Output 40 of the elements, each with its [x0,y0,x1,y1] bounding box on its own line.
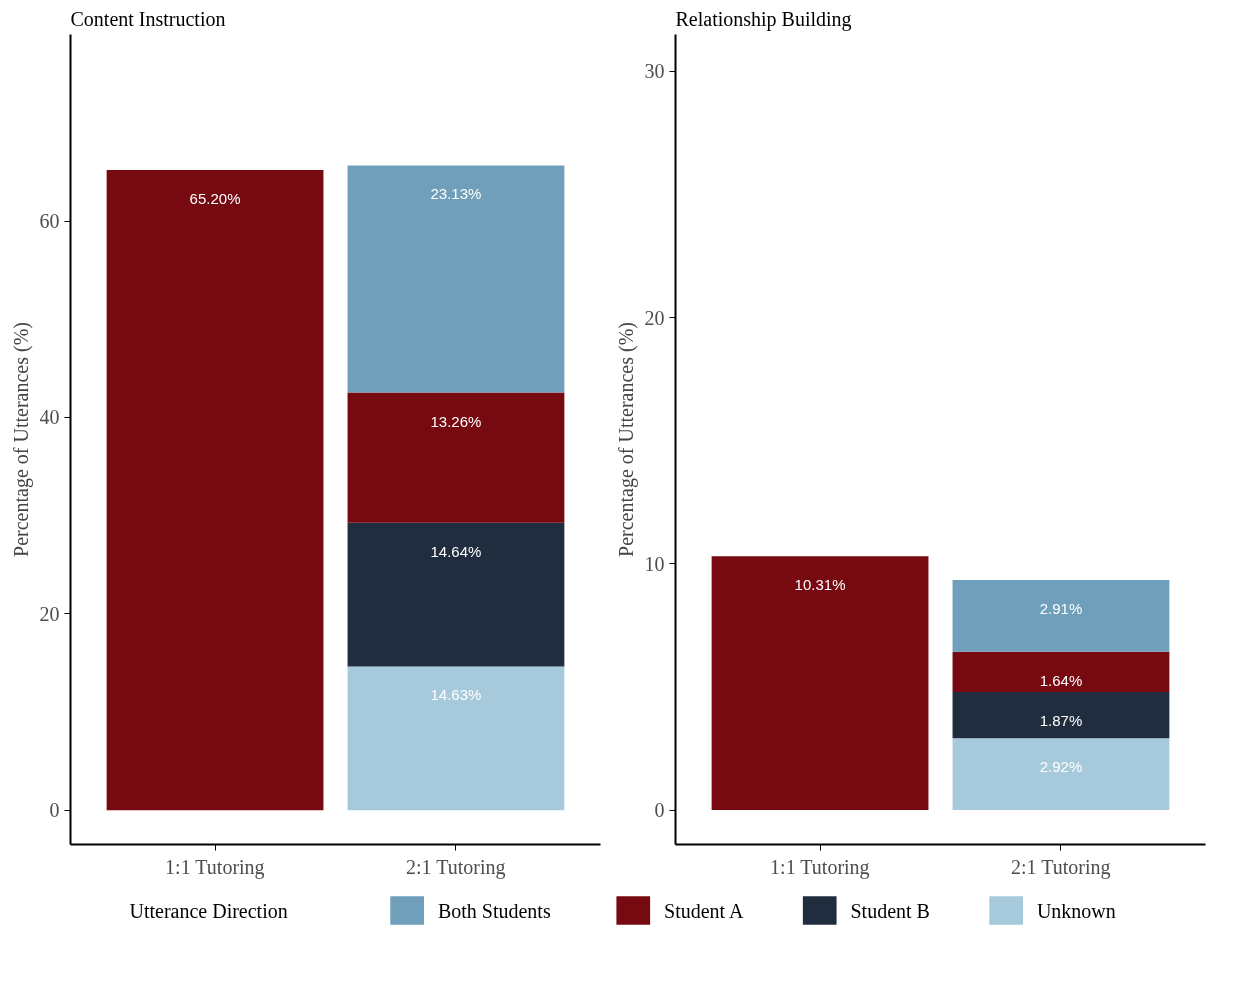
data-label: 14.64% [430,542,482,560]
legend-label: Student A [664,899,745,922]
y-tick-label: 10 [644,552,665,575]
data-label: 10.31% [794,576,846,594]
bar [952,580,1170,652]
bar [347,165,565,393]
data-label: 65.20% [189,189,241,207]
y-tick-label: 20 [644,306,665,329]
data-label: 14.63% [430,686,482,704]
data-label: 23.13% [430,185,482,203]
data-label: 2.91% [1039,600,1083,618]
bar [347,392,565,523]
x-tick-label: 2:1 Tutoring [406,855,506,879]
data-label: 2.92% [1039,758,1083,776]
x-tick-label: 2:1 Tutoring [1011,855,1111,879]
legend-label: Unknown [1036,899,1116,922]
legend-label: Both Students [437,899,551,922]
bar [952,692,1170,739]
chart-title: Content Instruction [70,7,226,30]
bar [952,738,1170,811]
y-tick-label: 0 [654,799,665,822]
bar [347,666,565,811]
data-label: 1.64% [1039,671,1083,689]
y-tick-label: 60 [39,210,60,233]
data-label: 1.87% [1039,712,1083,730]
x-tick-label: 1:1 Tutoring [770,855,870,879]
chart-title: Relationship Building [675,7,852,31]
y-tick-label: 0 [49,799,60,822]
x-tick-label: 1:1 Tutoring [165,855,265,879]
legend-title: Utterance Direction [129,899,288,922]
y-tick-label: 30 [644,60,665,83]
bar [952,651,1170,693]
y-tick-label: 40 [39,406,60,429]
bar [347,522,565,667]
y-axis-title: Percentage of Utterances (%) [9,322,33,557]
y-axis-title: Percentage of Utterances (%) [614,322,638,557]
y-tick-label: 20 [39,602,60,625]
bar [711,556,929,811]
data-label: 13.26% [430,412,482,430]
legend-label: Student B [850,899,930,922]
